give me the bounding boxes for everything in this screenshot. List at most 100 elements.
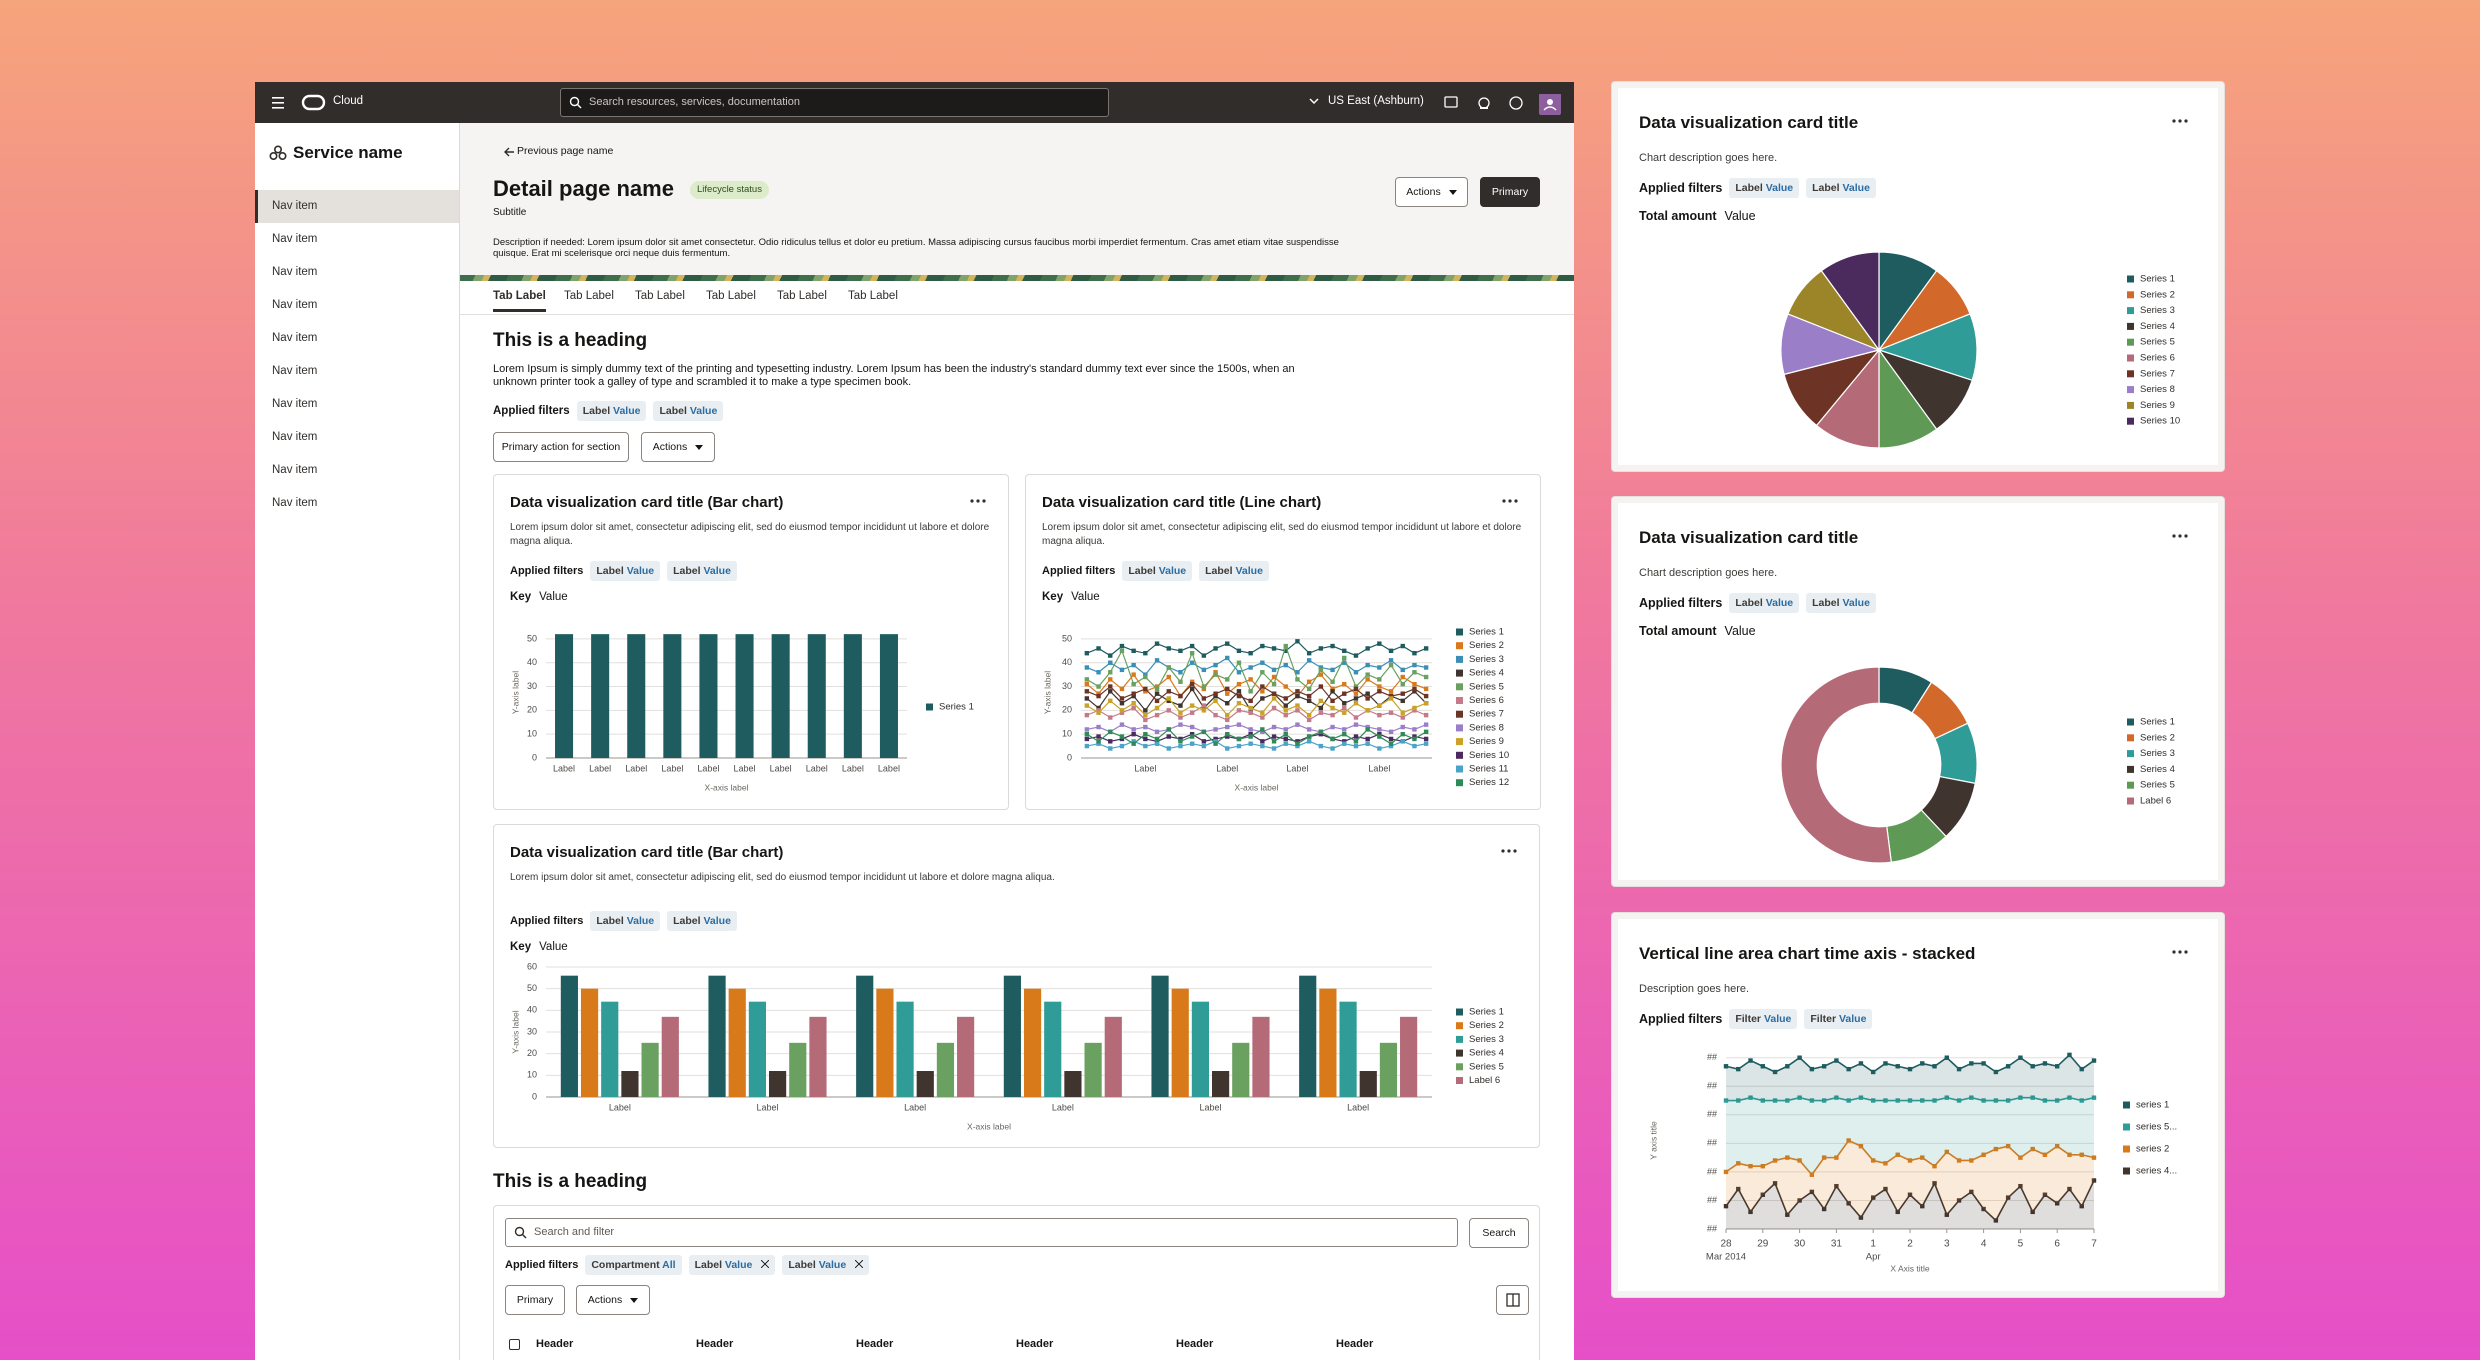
select-all-checkbox[interactable]: [509, 1339, 520, 1350]
point: [1306, 717, 1312, 723]
point: [1236, 722, 1242, 727]
menu-dot: [1502, 499, 1506, 503]
point: [1248, 705, 1253, 711]
area: [1726, 1140, 2094, 1221]
legend-swatch: [1456, 765, 1463, 773]
global-search[interactable]: Search resources, services, documentatio…: [560, 88, 1109, 117]
primary-button[interactable]: Primary: [1480, 177, 1540, 207]
legend-label: Series 3: [2140, 748, 2175, 759]
nav-item[interactable]: Nav item: [272, 365, 318, 377]
point: [1342, 710, 1347, 715]
filter-chip[interactable]: Label Value: [1806, 593, 1876, 613]
point: [1178, 715, 1183, 720]
back-arrow[interactable]: [503, 146, 515, 158]
overflow-menu[interactable]: [2172, 533, 2188, 539]
table-search[interactable]: Search and filter: [505, 1218, 1458, 1247]
point: [1131, 672, 1136, 677]
nav-item[interactable]: Nav item: [272, 233, 318, 245]
legend-label: Series 4: [2140, 321, 2175, 332]
nav-item[interactable]: Nav item: [272, 431, 318, 443]
logo[interactable]: [301, 94, 327, 111]
chip-remove[interactable]: [855, 1260, 864, 1268]
chip-label: Label: [673, 565, 701, 577]
point: [1400, 698, 1405, 704]
overflow-menu[interactable]: [970, 498, 986, 504]
point: [1260, 643, 1265, 649]
nav-item[interactable]: Nav item: [272, 332, 318, 344]
legend-swatch: [1456, 642, 1463, 650]
point: [1895, 1152, 1900, 1157]
actions-button[interactable]: Actions: [1395, 177, 1468, 207]
filter-chip[interactable]: Label Value: [667, 561, 737, 581]
filter-chip[interactable]: Label Value: [1729, 178, 1800, 198]
filter-chip[interactable]: Label Value: [667, 911, 737, 931]
point: [1400, 681, 1405, 687]
tab[interactable]: Tab Label: [564, 290, 614, 302]
filter-chip[interactable]: Label Value: [590, 561, 661, 581]
overflow-menu[interactable]: [1502, 498, 1518, 504]
point: [1365, 691, 1370, 696]
point: [1084, 712, 1090, 718]
page-description: Description if needed: Lorem ipsum dolor…: [493, 237, 1339, 259]
section-actions-button[interactable]: Actions: [641, 432, 715, 462]
point: [1225, 746, 1230, 751]
tab[interactable]: Tab Label: [706, 290, 756, 302]
point: [1400, 724, 1405, 730]
y-tick-label: 50: [527, 633, 537, 643]
menu-icon[interactable]: [271, 95, 287, 111]
back-link[interactable]: Previous page name: [517, 145, 614, 157]
point: [1736, 1161, 1741, 1166]
filter-chip[interactable]: Filter Value: [1729, 1009, 1798, 1029]
bar: [856, 975, 874, 1097]
overflow-menu[interactable]: [1501, 848, 1517, 854]
point: [1969, 1061, 1974, 1066]
tab-divider: [460, 314, 1574, 315]
tab[interactable]: Tab Label: [848, 290, 898, 302]
search-button[interactable]: Search: [1469, 1218, 1529, 1248]
nav-item[interactable]: Nav item: [272, 464, 318, 476]
filter-chip[interactable]: Label Value: [1729, 593, 1800, 613]
point: [2030, 1209, 2035, 1215]
section-heading: This is a heading: [493, 330, 648, 351]
nav-item[interactable]: Nav item: [272, 398, 318, 410]
actions-button[interactable]: Actions: [576, 1285, 650, 1315]
filter-chip[interactable]: Label Value: [576, 401, 647, 421]
x-tick-label: Label: [625, 763, 647, 773]
overflow-menu[interactable]: [2172, 118, 2188, 124]
tab[interactable]: Tab Label: [635, 290, 685, 302]
chip-remove[interactable]: [761, 1260, 770, 1268]
point: [1760, 1098, 1765, 1103]
filter-chip[interactable]: Label Value: [688, 1255, 776, 1275]
filter-chip[interactable]: Filter Value: [1804, 1009, 1873, 1029]
header-icons[interactable]: [1442, 94, 1562, 116]
chip-label: Label: [1812, 597, 1840, 609]
overflow-menu[interactable]: [2172, 949, 2188, 955]
filter-chip[interactable]: Compartment All: [585, 1255, 682, 1275]
point: [1119, 696, 1125, 701]
point: [1271, 705, 1277, 711]
primary-button[interactable]: Primary: [505, 1285, 565, 1315]
filter-chip[interactable]: Label Value: [1122, 561, 1193, 581]
filter-chip[interactable]: Label Value: [653, 401, 724, 421]
columns-button[interactable]: [1496, 1285, 1529, 1315]
point: [1883, 1061, 1888, 1066]
nav-item[interactable]: Nav item: [255, 190, 459, 223]
menu-dot: [976, 499, 980, 503]
point: [1236, 693, 1242, 699]
filter-chip[interactable]: Label Value: [782, 1255, 870, 1275]
point: [1260, 696, 1265, 701]
nav-item[interactable]: Nav item: [272, 266, 318, 278]
nav-item[interactable]: Nav item: [272, 299, 318, 311]
bar: [789, 1042, 807, 1097]
filter-chip[interactable]: Label Value: [590, 911, 661, 931]
section-primary-button[interactable]: Primary action for section: [493, 432, 629, 462]
point: [1283, 662, 1288, 668]
tab[interactable]: Tab Label: [777, 290, 827, 302]
point: [1143, 724, 1148, 730]
filter-chip[interactable]: Label Value: [1199, 561, 1269, 581]
region-selector[interactable]: US East (Ashburn): [1328, 95, 1424, 107]
tab[interactable]: Tab Label: [493, 290, 546, 312]
nav-item[interactable]: Nav item: [272, 497, 318, 509]
filter-chip[interactable]: Label Value: [1806, 178, 1876, 198]
point: [1423, 741, 1429, 746]
